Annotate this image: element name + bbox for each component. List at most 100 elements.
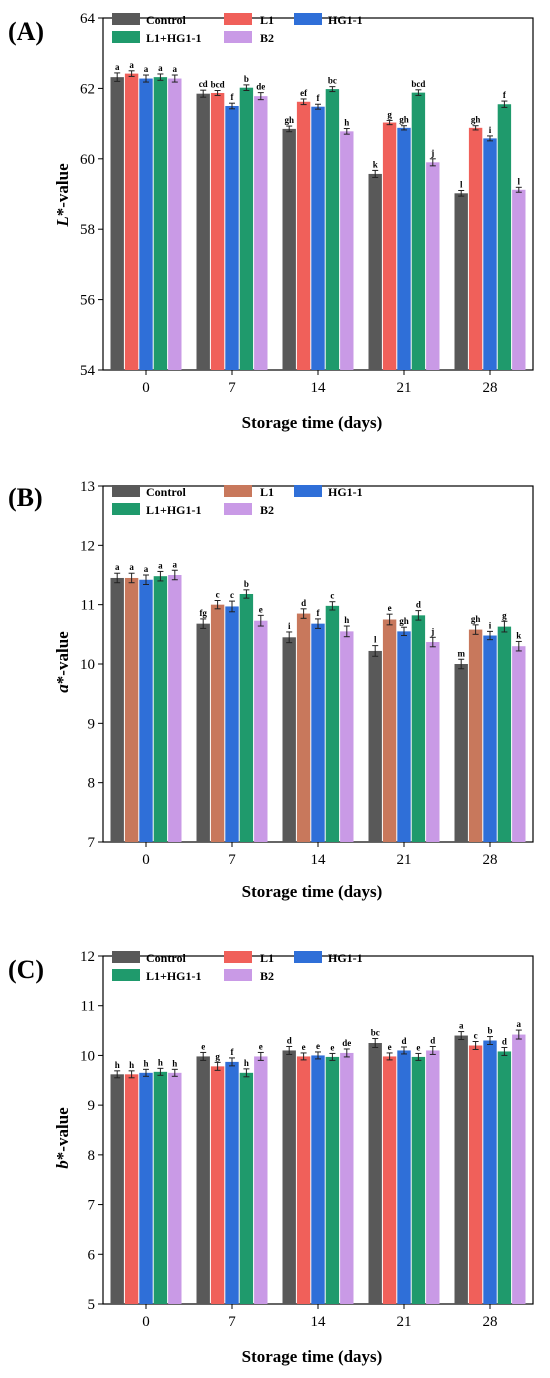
panel-c-bar <box>325 1056 340 1304</box>
panel-b-significance-label: i <box>288 621 291 631</box>
panel-b-significance-label: b <box>244 579 249 589</box>
panel-c-label: (C) <box>8 955 44 984</box>
panel-b-bar <box>397 631 411 842</box>
panel-a-significance-label: l <box>460 179 463 189</box>
panel-c-legend-label: L1+HG1-1 <box>146 969 202 983</box>
panel-b-significance-label: c <box>230 590 234 600</box>
panel-c-legend-label: HG1-1 <box>328 951 363 965</box>
panel-a-legend-swatch <box>112 13 140 25</box>
panel-b-legend-label: Control <box>146 485 186 499</box>
panel-b-significance-label: k <box>516 630 521 640</box>
panel-a-y-axis-title: L*-value <box>53 163 72 228</box>
panel-a-y-tick-label: 64 <box>80 11 96 27</box>
panel-a-bar <box>368 173 382 370</box>
panel-b-bar <box>168 575 182 842</box>
panel-a-significance-label: bcd <box>411 79 425 89</box>
panel-c-y-tick-label: 8 <box>88 1148 96 1164</box>
panel-c-significance-label: h <box>244 1058 249 1068</box>
panel-c-significance-label: g <box>215 1051 220 1061</box>
panel-c-significance-label: bc <box>371 1028 380 1038</box>
panel-c-significance-label: e <box>201 1041 205 1051</box>
panel-a-legend-label: HG1-1 <box>328 13 363 27</box>
panel-b-legend-label: L1+HG1-1 <box>146 503 202 517</box>
panel-b-significance-label: g <box>502 610 507 620</box>
panel-c-legend-swatch <box>294 951 322 963</box>
panel-b-significance-label: a <box>129 562 134 572</box>
panel-c-bar <box>512 1034 526 1304</box>
panel-c-legend-label: B2 <box>260 969 274 983</box>
panel-c-bar <box>254 1056 268 1304</box>
panel-c-significance-label: h <box>143 1058 148 1068</box>
panel-a-y-tick-label: 58 <box>80 222 95 238</box>
panel-b-bar <box>340 631 354 842</box>
panel-a-x-axis-title: Storage time (days) <box>242 413 383 432</box>
panel-c-legend-swatch <box>224 969 252 981</box>
panel-a-bar <box>512 189 526 370</box>
panel-b-x-tick-label: 21 <box>397 852 412 868</box>
panel-a-label: (A) <box>8 17 44 46</box>
panel-c-bar <box>483 1040 497 1304</box>
panel-a-y-axis-title-suffix: *-value <box>53 163 72 216</box>
panel-c-bar <box>368 1043 382 1304</box>
panel-a-significance-label: cd <box>199 79 208 89</box>
panel-a-legend-label: L1+HG1-1 <box>146 31 202 45</box>
panel-a-bar <box>110 77 124 371</box>
panel-c-significance-label: h <box>172 1058 177 1068</box>
panel-c-y-tick-label: 7 <box>88 1198 96 1214</box>
panel-a-y-tick-label: 62 <box>80 81 95 97</box>
panel-a-bar <box>340 131 354 370</box>
panel-c-x-tick-label: 14 <box>311 1314 327 1330</box>
panel-b-significance-label: a <box>158 560 163 570</box>
panel-c-significance-label: d <box>502 1036 507 1046</box>
panel-b-y-axis-title: a*-value <box>53 631 72 693</box>
panel-c-bar <box>296 1056 311 1304</box>
panel-c-x-tick-label: 21 <box>397 1314 412 1330</box>
panel-c-legend: Control L1 HG1-1 L1+HG1-1 B2 <box>112 951 363 983</box>
panel-c-y-axis-title-var: b <box>53 1160 72 1169</box>
panel-a-significance-label: a <box>129 60 134 70</box>
panel-a-x-tick-label: 7 <box>228 380 236 396</box>
panel-c-significance-label: c <box>474 1031 478 1041</box>
panel-c-x-tick-label: 7 <box>228 1314 236 1330</box>
panel-b-legend-label: HG1-1 <box>328 485 363 499</box>
panel-a-x-tick-label: 28 <box>483 380 498 396</box>
panel-a-significance-label: f <box>231 92 235 102</box>
panel-b-x-axis-title: Storage time (days) <box>242 882 383 901</box>
panel-a-y-axis-title-var: L <box>53 216 72 227</box>
panel-a-bar <box>254 96 268 371</box>
panel-b-significance-label: f <box>317 608 321 618</box>
panel-b-x-tick-label: 14 <box>311 852 327 868</box>
panel-c-bar <box>110 1074 124 1304</box>
panel-a-legend-swatch <box>112 31 140 43</box>
panel-b-significance-label: m <box>457 648 465 658</box>
panel-b-bar <box>239 593 254 842</box>
panel-a-legend-label: B2 <box>260 31 274 45</box>
panel-a-bar <box>239 87 254 371</box>
panel-c-bar <box>239 1072 254 1304</box>
panel-a-y-tick-label: 60 <box>80 152 95 168</box>
panel-a-legend-swatch <box>224 31 252 43</box>
panel-b-legend-label: L1 <box>260 485 274 499</box>
panel-b-bar <box>124 577 139 842</box>
panel-a-bar <box>124 73 139 370</box>
panel-c-legend-label: Control <box>146 951 186 965</box>
panel-c-bar <box>124 1074 139 1304</box>
panel-a-significance-label: h <box>344 118 349 128</box>
panel-a-bar <box>210 92 225 370</box>
panel-b-y-axis-title-suffix: *-value <box>53 631 72 684</box>
panel-a-significance-label: g <box>387 109 392 119</box>
panel-a-significance-label: de <box>256 82 265 92</box>
panel-b-y-tick-label: 11 <box>81 598 95 614</box>
panel-b-y-tick-label: 7 <box>88 835 96 851</box>
panel-b-legend: Control L1 HG1-1 L1+HG1-1 B2 <box>112 485 363 517</box>
panel-a-bar <box>426 162 440 370</box>
panel-b-x-tick-label: 28 <box>483 852 498 868</box>
panel-c-y-tick-label: 6 <box>88 1247 96 1263</box>
panel-c-legend-swatch <box>112 951 140 963</box>
panel-b-bar <box>210 604 225 842</box>
panel-c-significance-label: e <box>330 1042 334 1052</box>
panel-c-x-axis-title: Storage time (days) <box>242 1347 383 1366</box>
